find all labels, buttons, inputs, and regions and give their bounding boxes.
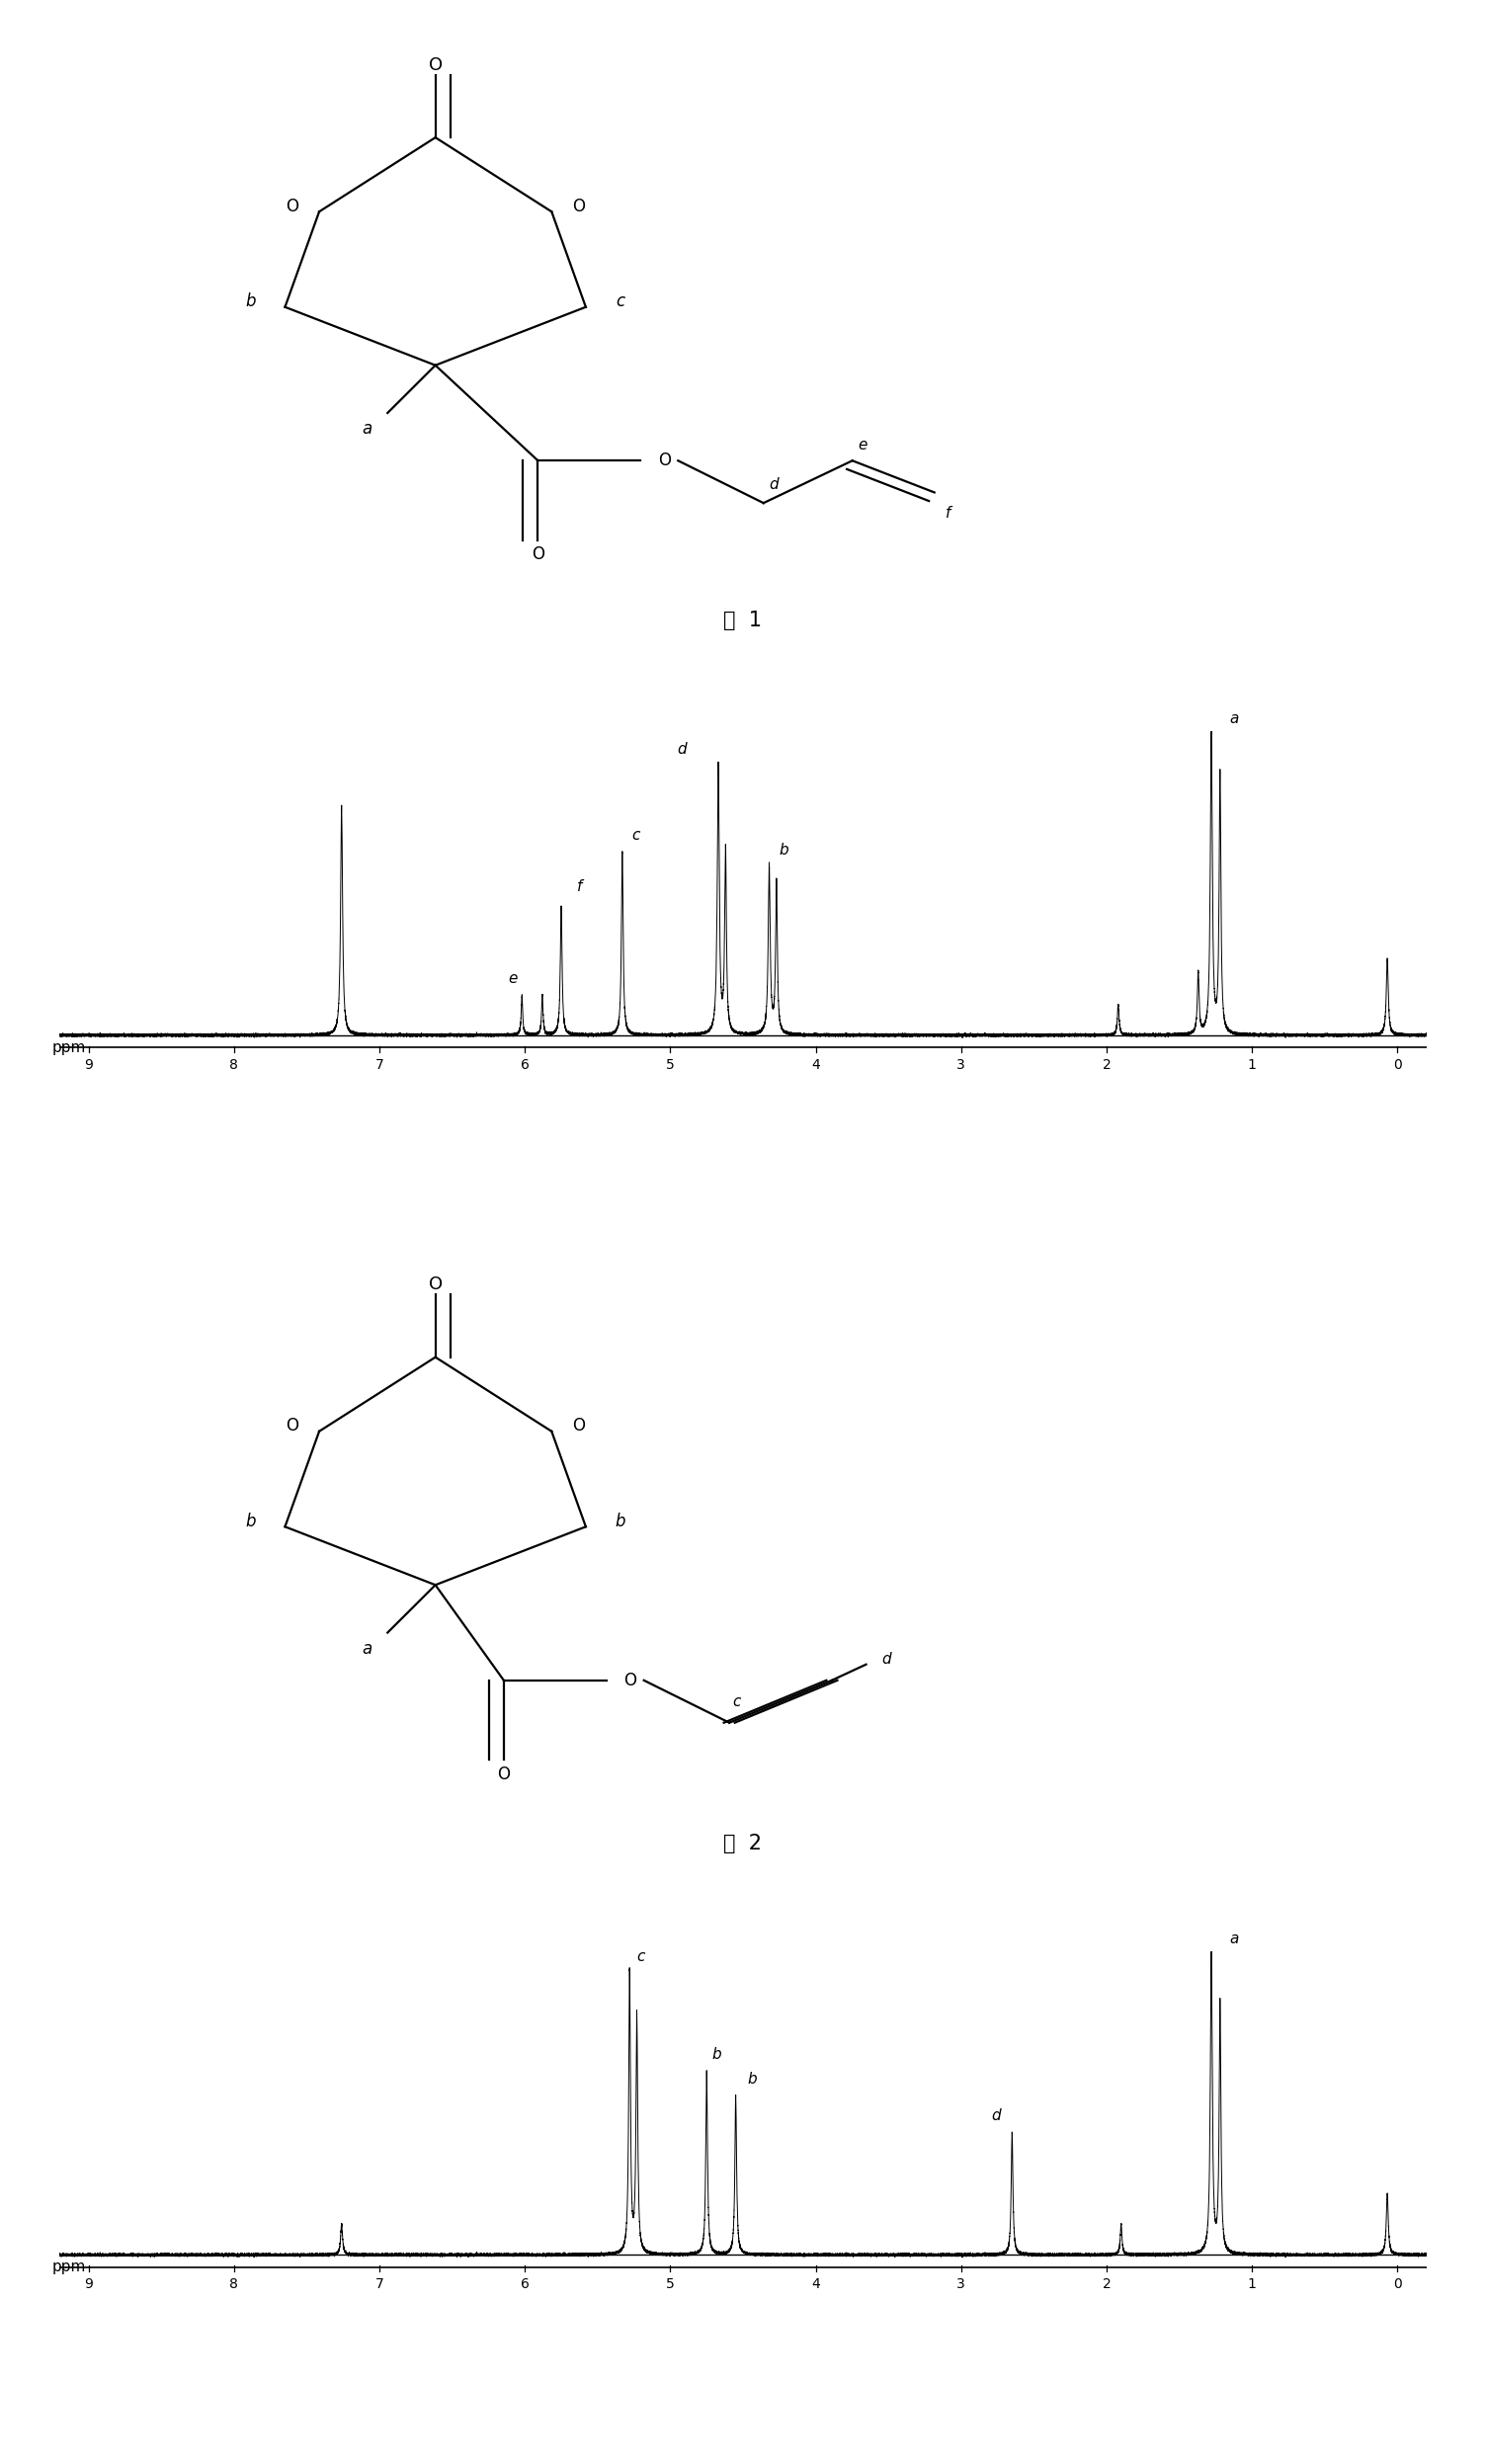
Text: 5: 5 <box>666 1057 675 1072</box>
Text: 2: 2 <box>1103 2277 1112 2292</box>
Text: 8: 8 <box>229 1057 238 1072</box>
Text: 1: 1 <box>1248 1057 1257 1072</box>
Text: O: O <box>285 197 299 214</box>
Text: 3: 3 <box>957 2277 966 2292</box>
Text: b: b <box>245 293 256 310</box>
Text: d: d <box>991 2109 1000 2124</box>
Text: O: O <box>285 1417 299 1434</box>
Text: e: e <box>508 971 517 986</box>
Text: a: a <box>1230 1932 1239 1947</box>
Text: O: O <box>624 1671 636 1690</box>
Text: 9: 9 <box>85 2277 94 2292</box>
Text: 5: 5 <box>666 2277 675 2292</box>
Text: O: O <box>658 451 670 471</box>
Text: 2: 2 <box>1103 1057 1112 1072</box>
Text: d: d <box>881 1651 892 1666</box>
Text: d: d <box>678 742 687 756</box>
Text: c: c <box>637 1949 645 1964</box>
Text: f: f <box>578 880 583 894</box>
Text: 9: 9 <box>85 1057 94 1072</box>
Text: 4: 4 <box>811 1057 820 1072</box>
Text: b: b <box>747 2072 756 2087</box>
Text: 7: 7 <box>374 2277 383 2292</box>
Text: O: O <box>572 197 585 214</box>
Text: 3: 3 <box>957 1057 966 1072</box>
Text: O: O <box>532 545 544 564</box>
Text: 图  1: 图 1 <box>724 611 762 631</box>
Text: O: O <box>498 1764 510 1784</box>
Text: a: a <box>363 419 372 439</box>
Text: 图  2: 图 2 <box>724 1833 762 1853</box>
Text: b: b <box>615 1513 626 1530</box>
Text: ppm: ppm <box>52 2259 86 2274</box>
Text: b: b <box>245 1513 256 1530</box>
Text: c: c <box>615 293 624 310</box>
Text: 6: 6 <box>520 1057 529 1072</box>
Text: c: c <box>632 828 639 843</box>
Text: O: O <box>428 1276 443 1294</box>
Text: f: f <box>945 505 951 520</box>
Text: d: d <box>770 478 779 493</box>
Text: a: a <box>363 1639 372 1658</box>
Text: O: O <box>572 1417 585 1434</box>
Text: 0: 0 <box>1394 2277 1401 2292</box>
Text: 7: 7 <box>374 1057 383 1072</box>
Text: ppm: ppm <box>52 1040 86 1055</box>
Text: 8: 8 <box>229 2277 238 2292</box>
Text: a: a <box>1230 712 1239 727</box>
Text: 6: 6 <box>520 2277 529 2292</box>
Text: O: O <box>428 57 443 74</box>
Text: 4: 4 <box>811 2277 820 2292</box>
Text: b: b <box>779 843 789 857</box>
Text: 1: 1 <box>1248 2277 1257 2292</box>
Text: e: e <box>857 436 868 453</box>
Text: 0: 0 <box>1394 1057 1401 1072</box>
Text: b: b <box>712 2048 722 2062</box>
Text: c: c <box>733 1695 740 1710</box>
